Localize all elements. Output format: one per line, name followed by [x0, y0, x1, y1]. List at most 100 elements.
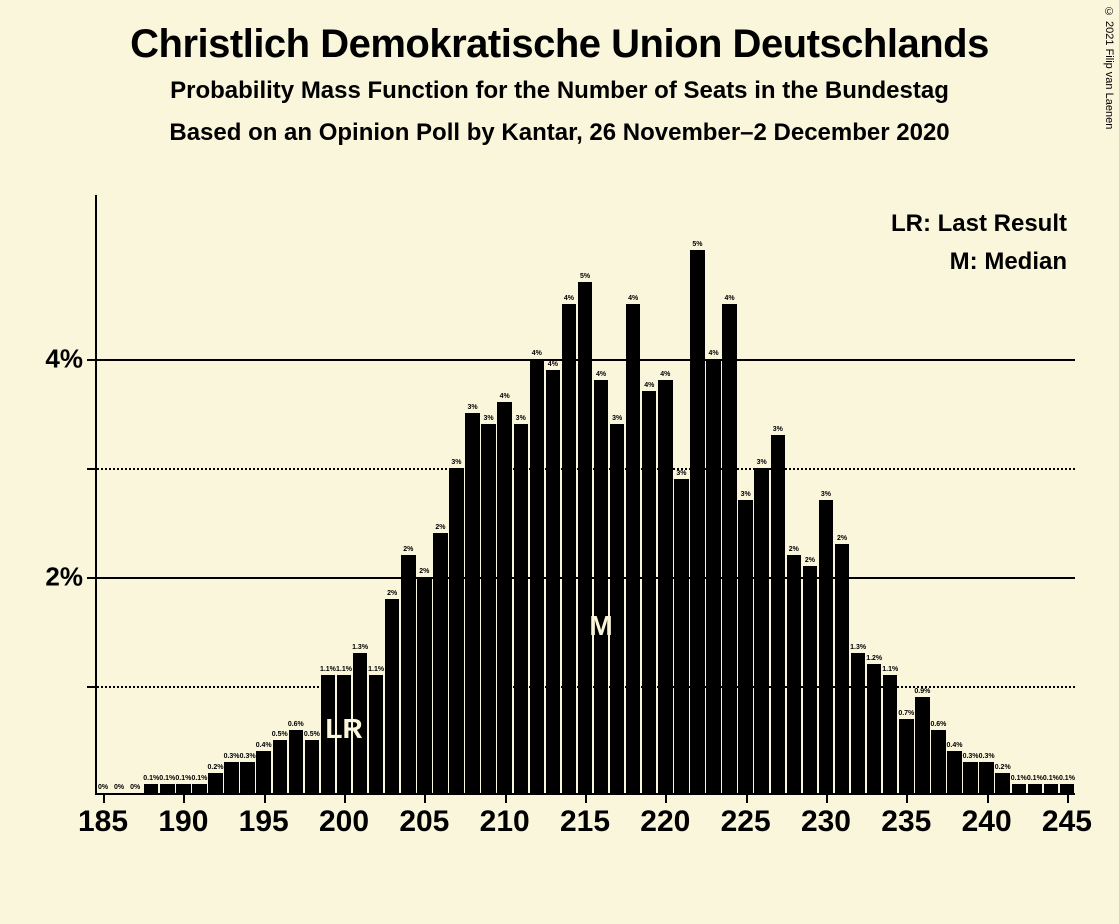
- bar: [771, 435, 785, 795]
- bar-value-label: 4%: [660, 371, 670, 378]
- bar-value-label: 4%: [596, 371, 606, 378]
- bar: [176, 784, 190, 795]
- bar: [256, 751, 270, 795]
- bar-value-label: 0.1%: [1011, 775, 1027, 782]
- y-tick-label: 4%: [45, 343, 83, 374]
- legend-median: M: Median: [891, 243, 1067, 281]
- chart-subtitle: Probability Mass Function for the Number…: [0, 77, 1119, 105]
- bar-value-label: 0.1%: [143, 775, 159, 782]
- bar-value-label: 0.1%: [1027, 775, 1043, 782]
- bar: [979, 762, 993, 795]
- bar-value-label: 4%: [500, 393, 510, 400]
- bar-value-label: 4%: [548, 361, 558, 368]
- bar-value-label: 3%: [516, 415, 526, 422]
- bar-value-label: 5%: [692, 241, 702, 248]
- bar: [433, 533, 447, 795]
- bar-value-label: 3%: [676, 470, 686, 477]
- bar-value-label: 4%: [564, 295, 574, 302]
- bar: [160, 784, 174, 795]
- bar-value-label: 0.1%: [1059, 775, 1075, 782]
- bar: [497, 402, 511, 795]
- bar: [706, 359, 720, 795]
- bar: [481, 424, 495, 795]
- bar-value-label: 2%: [789, 546, 799, 553]
- x-tick-label: 190: [158, 805, 208, 839]
- bar: [273, 740, 287, 795]
- bar: [401, 555, 415, 795]
- bar: [1012, 784, 1026, 795]
- bar: [369, 675, 383, 795]
- bar-value-label: 4%: [725, 295, 735, 302]
- bar-value-label: 2%: [419, 568, 429, 575]
- bar: [449, 468, 463, 795]
- bar: [224, 762, 238, 795]
- bar: [867, 664, 881, 795]
- bar-value-label: 0.2%: [995, 764, 1011, 771]
- bar: [1028, 784, 1042, 795]
- bar-value-label: 1.1%: [320, 666, 336, 673]
- x-tick-label: 225: [721, 805, 771, 839]
- bar: [787, 555, 801, 795]
- bar-value-label: 0.5%: [272, 731, 288, 738]
- bar-value-label: 2%: [435, 524, 445, 531]
- last-result-marker: LR: [325, 713, 362, 745]
- bar: [208, 773, 222, 795]
- bar-value-label: 0.4%: [947, 742, 963, 749]
- bar: [995, 773, 1009, 795]
- bar: [883, 675, 897, 795]
- x-tick-label: 230: [801, 805, 851, 839]
- bar: [690, 250, 704, 795]
- bar-value-label: 1.2%: [866, 655, 882, 662]
- bar: [562, 304, 576, 795]
- bar: [899, 719, 913, 795]
- bar: [1044, 784, 1058, 795]
- bar: [835, 544, 849, 795]
- bar-value-label: 2%: [403, 546, 413, 553]
- bar: [385, 599, 399, 795]
- bar-value-label: 0.4%: [256, 742, 272, 749]
- x-tick-label: 235: [881, 805, 931, 839]
- bar-value-label: 1.1%: [368, 666, 384, 673]
- bar-value-label: 0.3%: [963, 753, 979, 760]
- x-tick-label: 240: [962, 805, 1012, 839]
- bar-value-label: 0.1%: [1043, 775, 1059, 782]
- bar: [530, 359, 544, 795]
- bar: [963, 762, 977, 795]
- bar-value-label: 3%: [451, 459, 461, 466]
- bar-value-label: 2%: [805, 557, 815, 564]
- bar-value-label: 0.5%: [304, 731, 320, 738]
- bar-value-label: 0%: [98, 784, 108, 791]
- bar-value-label: 0.3%: [240, 753, 256, 760]
- bar-value-label: 5%: [580, 273, 590, 280]
- bar: [931, 730, 945, 795]
- bar: [144, 784, 158, 795]
- bar-value-label: 0.1%: [191, 775, 207, 782]
- bar-value-label: 2%: [387, 590, 397, 597]
- median-marker: M: [589, 610, 612, 642]
- bar-value-label: 4%: [628, 295, 638, 302]
- bar-value-label: 0.3%: [979, 753, 995, 760]
- bar: [803, 566, 817, 795]
- bar: [96, 793, 110, 795]
- bar: [465, 413, 479, 795]
- bar: [642, 391, 656, 795]
- bar-value-label: 0.1%: [175, 775, 191, 782]
- bar-value-label: 4%: [532, 350, 542, 357]
- bar-value-label: 1.1%: [336, 666, 352, 673]
- copyright-text: © 2021 Filip van Laenen: [1103, 6, 1115, 129]
- bar: [947, 751, 961, 795]
- bar-value-label: 0.1%: [159, 775, 175, 782]
- bar-value-label: 3%: [757, 459, 767, 466]
- x-tick-label: 185: [78, 805, 128, 839]
- bar-value-label: 2%: [837, 535, 847, 542]
- y-tick-label: 2%: [45, 561, 83, 592]
- bar-value-label: 0.6%: [930, 721, 946, 728]
- x-tick-label: 220: [640, 805, 690, 839]
- bar: [626, 304, 640, 795]
- bar-value-label: 0.9%: [914, 688, 930, 695]
- bar: [1060, 784, 1074, 795]
- bar-value-label: 4%: [708, 350, 718, 357]
- x-tick-label: 200: [319, 805, 369, 839]
- bar-value-label: 1.3%: [850, 644, 866, 651]
- bar-value-label: 3%: [773, 426, 783, 433]
